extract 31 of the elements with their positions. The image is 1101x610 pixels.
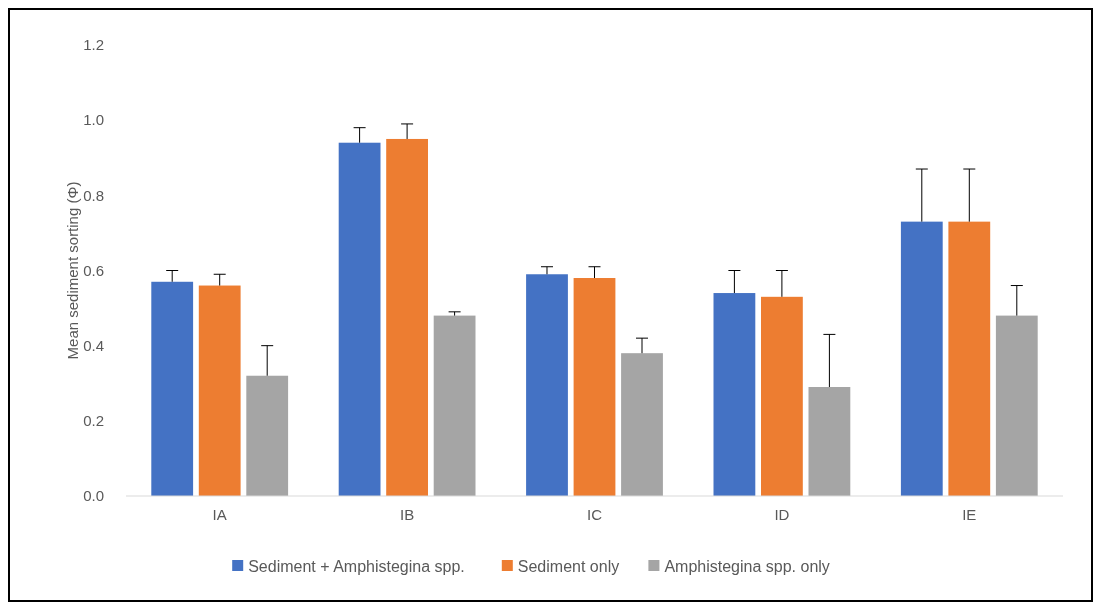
x-tick-label: IB (400, 506, 415, 523)
bar (621, 353, 663, 496)
legend-label: Amphistegina spp. only (664, 557, 830, 575)
bar (948, 221, 991, 496)
bar (433, 315, 476, 496)
bar (761, 296, 803, 496)
y-tick-label: 0.2 (83, 412, 104, 430)
x-tick-label: ID (774, 506, 790, 523)
bar (573, 278, 616, 496)
legend-label: Sediment only (517, 557, 620, 575)
bar (198, 285, 241, 496)
bar (995, 315, 1038, 496)
legend-label: Sediment + Amphistegina spp. (248, 557, 465, 575)
x-tick-label: IC (587, 506, 603, 523)
x-tick-label: IE (962, 506, 977, 523)
bar (386, 138, 428, 496)
bar (151, 281, 194, 496)
bar (338, 142, 381, 496)
bar (900, 221, 943, 496)
bar (246, 375, 289, 496)
y-tick-label: 1.2 (83, 36, 104, 54)
bar (526, 274, 568, 496)
y-tick-label: 0.6 (83, 261, 104, 279)
text: 0.0 (83, 487, 104, 505)
y-tick-label: 0.8 (83, 186, 104, 204)
bar (713, 293, 756, 496)
text: 1.0 (83, 111, 104, 129)
y-tick-label: 0.4 (83, 336, 104, 354)
y-axis-title: Mean sediment sorting (Φ) (64, 181, 81, 360)
x-tick-label: IA (212, 506, 227, 523)
bar (808, 387, 851, 496)
